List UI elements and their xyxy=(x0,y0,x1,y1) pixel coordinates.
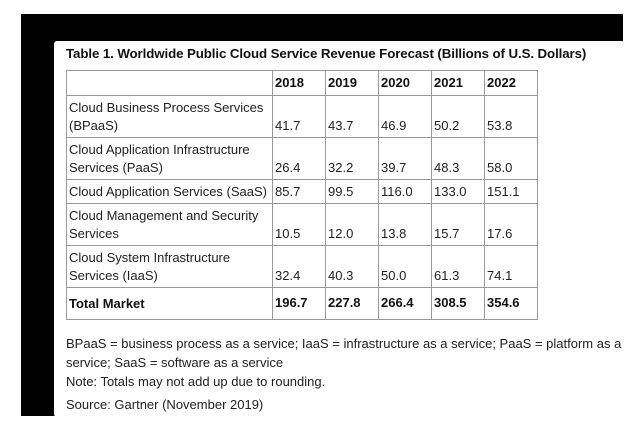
table-row: Cloud Management and Security Services 10… xyxy=(66,203,538,246)
table-row: Cloud Application Services (SaaS) 85.7 99.… xyxy=(66,179,538,204)
value-cell: 41.7 xyxy=(272,95,326,138)
value-cell: 32.4 xyxy=(272,245,326,288)
header-row: 2018 2019 2020 2021 2022 xyxy=(66,70,538,96)
value-cell: 116.0 xyxy=(378,179,432,204)
value-cell: 26.4 xyxy=(272,137,326,180)
header-cell xyxy=(66,70,273,96)
row-label: Cloud System Infrastructure Services (Ia… xyxy=(66,245,273,288)
table-card: Table 1. Worldwide Public Cloud Service … xyxy=(54,41,629,417)
header-cell: 2018 xyxy=(272,70,326,96)
value-cell: 32.2 xyxy=(325,137,379,180)
table-title: Table 1. Worldwide Public Cloud Service … xyxy=(66,46,587,61)
value-cell: 43.7 xyxy=(325,95,379,138)
source-note: Source: Gartner (November 2019) xyxy=(66,397,264,412)
value-cell: 58.0 xyxy=(484,137,538,180)
value-cell: 266.4 xyxy=(378,287,432,320)
abbreviations-note: BPaaS = business process as a service; I… xyxy=(66,336,622,370)
value-cell: 15.7 xyxy=(431,203,485,246)
value-cell: 10.5 xyxy=(272,203,326,246)
table-notes: BPaaS = business process as a service; I… xyxy=(66,334,626,391)
value-cell: 227.8 xyxy=(325,287,379,320)
header-cell: 2019 xyxy=(325,70,379,96)
value-cell: 12.0 xyxy=(325,203,379,246)
header-cell: 2022 xyxy=(484,70,538,96)
value-cell: 61.3 xyxy=(431,245,485,288)
image-frame: Table 1. Worldwide Public Cloud Service … xyxy=(21,14,629,417)
value-cell: 354.6 xyxy=(484,287,538,320)
value-cell: 53.8 xyxy=(484,95,538,138)
row-label: Cloud Management and Security Services xyxy=(66,203,273,246)
table-row: Cloud Business Process Services (BPaaS) 4… xyxy=(66,95,538,138)
row-label: Cloud Application Services (SaaS) xyxy=(66,179,273,204)
revenue-table: 2018 2019 2020 2021 2022 Cloud Business … xyxy=(66,70,538,320)
value-cell: 196.7 xyxy=(272,287,326,320)
row-label: Total Market xyxy=(66,287,273,320)
value-cell: 308.5 xyxy=(431,287,485,320)
value-cell: 50.2 xyxy=(431,95,485,138)
rounding-note: Note: Totals may not add up due to round… xyxy=(66,374,326,389)
value-cell: 99.5 xyxy=(325,179,379,204)
value-cell: 46.9 xyxy=(378,95,432,138)
row-label: Cloud Business Process Services (BPaaS) xyxy=(66,95,273,138)
header-cell: 2021 xyxy=(431,70,485,96)
value-cell: 48.3 xyxy=(431,137,485,180)
value-cell: 17.6 xyxy=(484,203,538,246)
total-row: Total Market 196.7 227.8 266.4 308.5 354.6 xyxy=(66,287,538,320)
value-cell: 40.3 xyxy=(325,245,379,288)
value-cell: 151.1 xyxy=(484,179,538,204)
value-cell: 133.0 xyxy=(431,179,485,204)
row-label: Cloud Application Infrastructure Service… xyxy=(66,137,273,180)
header-cell: 2020 xyxy=(378,70,432,96)
table-row: Cloud System Infrastructure Services (Ia… xyxy=(66,245,538,288)
value-cell: 50.0 xyxy=(378,245,432,288)
value-cell: 39.7 xyxy=(378,137,432,180)
table-row: Cloud Application Infrastructure Service… xyxy=(66,137,538,180)
value-cell: 13.8 xyxy=(378,203,432,246)
value-cell: 85.7 xyxy=(272,179,326,204)
value-cell: 74.1 xyxy=(484,245,538,288)
